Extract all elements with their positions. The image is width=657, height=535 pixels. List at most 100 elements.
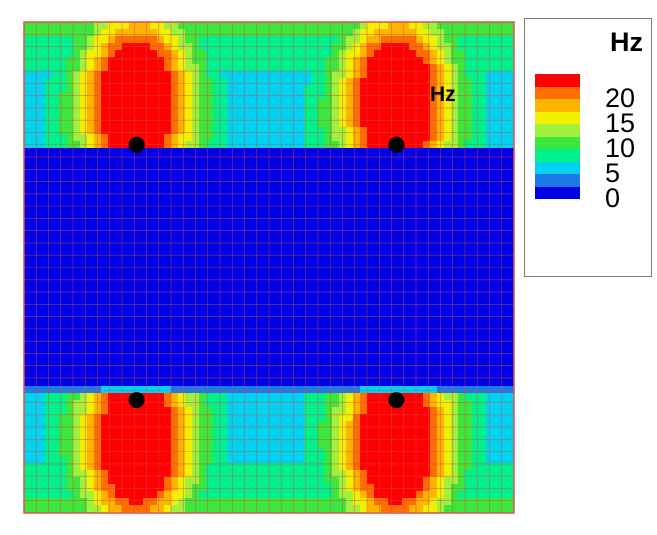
contour-cell xyxy=(94,50,102,58)
contour-cell xyxy=(255,351,263,359)
contour-cell xyxy=(52,358,60,366)
contour-cell xyxy=(171,463,179,471)
contour-cell xyxy=(353,155,361,163)
contour-cell xyxy=(360,71,368,79)
contour-cell xyxy=(325,232,333,240)
contour-cell xyxy=(171,344,179,352)
contour-cell xyxy=(374,155,382,163)
contour-cell xyxy=(458,36,466,44)
contour-cell xyxy=(416,57,424,65)
contour-cell xyxy=(31,148,39,156)
contour-cell xyxy=(465,484,473,492)
contour-cell xyxy=(164,162,172,170)
contour-cell xyxy=(332,316,340,324)
contour-cell xyxy=(353,64,361,72)
contour-cell xyxy=(325,281,333,289)
contour-cell xyxy=(465,260,473,268)
contour-cell xyxy=(395,302,403,310)
contour-cell xyxy=(416,316,424,324)
contour-cell xyxy=(108,260,116,268)
contour-cell xyxy=(150,379,158,387)
contour-cell xyxy=(171,372,179,380)
contour-cell xyxy=(395,211,403,219)
contour-cell xyxy=(213,505,221,513)
contour-cell xyxy=(178,281,186,289)
contour-cell xyxy=(262,407,270,415)
contour-cell xyxy=(234,386,242,394)
contour-cell xyxy=(171,218,179,226)
contour-cell xyxy=(381,197,389,205)
contour-cell xyxy=(255,379,263,387)
contour-cell xyxy=(150,246,158,254)
contour-cell xyxy=(220,169,228,177)
contour-cell xyxy=(59,274,67,282)
contour-cell xyxy=(416,64,424,72)
contour-cell xyxy=(164,106,172,114)
contour-cell xyxy=(199,113,207,121)
contour-cell xyxy=(220,260,228,268)
contour-cell xyxy=(227,498,235,506)
contour-cell xyxy=(178,113,186,121)
contour-cell xyxy=(409,22,417,30)
contour-cell xyxy=(199,386,207,394)
contour-cell xyxy=(479,169,487,177)
contour-cell xyxy=(108,302,116,310)
contour-cell xyxy=(94,183,102,191)
contour-cell xyxy=(122,134,130,142)
contour-cell xyxy=(150,71,158,79)
contour-cell xyxy=(458,477,466,485)
contour-cell xyxy=(269,414,277,422)
contour-cell xyxy=(297,407,305,415)
contour-cell xyxy=(73,64,81,72)
contour-cell xyxy=(416,470,424,478)
contour-cell xyxy=(465,309,473,317)
contour-cell xyxy=(451,99,459,107)
contour-cell xyxy=(220,414,228,422)
contour-cell xyxy=(59,120,67,128)
contour-cell xyxy=(38,302,46,310)
contour-cell xyxy=(472,36,480,44)
contour-cell xyxy=(185,309,193,317)
contour-cell xyxy=(108,225,116,233)
contour-cell xyxy=(87,442,95,450)
contour-cell xyxy=(66,218,74,226)
contour-cell xyxy=(52,351,60,359)
contour-cell xyxy=(115,365,123,373)
contour-cell xyxy=(87,267,95,275)
contour-cell xyxy=(472,302,480,310)
contour-cell xyxy=(73,470,81,478)
contour-cell xyxy=(178,386,186,394)
contour-cell xyxy=(346,162,354,170)
contour-cell xyxy=(304,295,312,303)
contour-cell xyxy=(423,78,431,86)
contour-cell xyxy=(38,85,46,93)
contour-cell xyxy=(24,407,32,415)
contour-cell xyxy=(353,127,361,135)
contour-cell xyxy=(171,29,179,37)
contour-cell xyxy=(374,274,382,282)
contour-cell xyxy=(150,120,158,128)
contour-cell xyxy=(164,421,172,429)
contour-cell xyxy=(31,316,39,324)
contour-cell xyxy=(234,484,242,492)
contour-cell xyxy=(416,169,424,177)
contour-cell xyxy=(283,197,291,205)
contour-cell xyxy=(374,344,382,352)
contour-cell xyxy=(73,197,81,205)
contour-cell xyxy=(213,309,221,317)
contour-cell xyxy=(38,183,46,191)
contour-cell xyxy=(122,155,130,163)
contour-cell xyxy=(108,36,116,44)
contour-cell xyxy=(374,421,382,429)
contour-cell xyxy=(332,99,340,107)
contour-cell xyxy=(472,218,480,226)
contour-cell xyxy=(409,309,417,317)
contour-cell xyxy=(493,57,501,65)
contour-cell xyxy=(213,246,221,254)
contour-cell xyxy=(297,232,305,240)
contour-cell xyxy=(213,330,221,338)
contour-cell xyxy=(465,393,473,401)
contour-cell xyxy=(416,344,424,352)
contour-cell xyxy=(206,477,214,485)
contour-cell xyxy=(227,50,235,58)
